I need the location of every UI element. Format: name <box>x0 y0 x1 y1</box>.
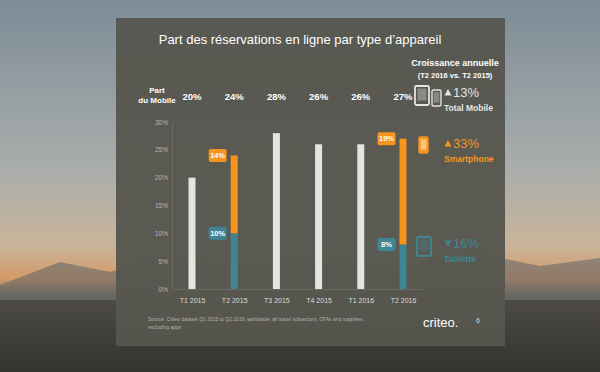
bar <box>189 178 196 289</box>
x-axis: T1 2015 T2 2015 T3 2015 T4 2015 T1 2016 T2 20… <box>173 289 424 304</box>
growth-arrow <box>445 241 452 248</box>
logo: criteo. <box>423 315 458 330</box>
y-axis-line <box>172 123 173 290</box>
data-label-box <box>377 132 395 145</box>
y-tick-label: 25% <box>155 146 168 153</box>
legend-icon <box>417 237 431 256</box>
footer: Source: Criteo dataset Q1 2015 to Q2 201… <box>148 315 480 330</box>
title: Part des réservations en ligne par type … <box>159 32 442 47</box>
growth-arrow <box>445 89 452 96</box>
source: excluding apps <box>148 324 182 330</box>
x-tick: T4 2015 <box>306 289 332 304</box>
mobile-share-value: 20% <box>182 91 202 102</box>
chart-svg: Part des réservations en ligne par type … <box>0 0 600 372</box>
bar <box>399 244 406 289</box>
data-label-box <box>209 227 227 240</box>
data-label: 19% <box>379 134 394 143</box>
x-tick: T2 2016 <box>391 289 417 304</box>
data-label-box <box>209 149 227 162</box>
x-tick-label: T1 2015 <box>180 297 206 304</box>
x-tick: T2 2015 <box>222 289 248 304</box>
growth-label: 33% <box>453 136 479 151</box>
x-tick: T3 2015 <box>264 289 290 304</box>
x-tick-label: T3 2015 <box>264 297 290 304</box>
background <box>0 0 600 372</box>
data-label: 10% <box>210 229 225 238</box>
icon-phone-screen <box>421 139 427 150</box>
mobile-share-value: 26% <box>351 91 371 102</box>
data-labels: 10% 8% 14% 19% <box>209 132 396 251</box>
y-tick: 15% <box>155 202 172 209</box>
mobile-share-value: 28% <box>267 91 287 102</box>
y-tick: 25% <box>155 146 172 153</box>
x-tick-label: T1 2016 <box>348 297 374 304</box>
chart-root: Part des réservations en ligne par type … <box>0 0 600 372</box>
x-tick-label: T4 2015 <box>306 297 332 304</box>
bars <box>189 133 407 289</box>
bar <box>357 144 364 289</box>
y-axis: 0% 5% 10% 15% 20% 25% 30% <box>155 119 173 293</box>
y-tick: 5% <box>159 258 172 265</box>
data-label-box <box>377 238 395 251</box>
mobile-share-label-line: du Mobile <box>138 96 176 105</box>
y-tick-label: 0% <box>159 286 169 293</box>
legend-icon <box>419 137 428 153</box>
y-tick: 30% <box>155 119 172 126</box>
icon-tablet-screen <box>418 89 427 101</box>
legend: Croissance annuelle (T2 2016 vs. T2 2015)… <box>411 58 499 264</box>
mobile-share-value: 27% <box>393 91 413 102</box>
bar <box>315 144 322 289</box>
x-tick: T1 2016 <box>348 289 374 304</box>
y-tick-label: 20% <box>155 174 168 181</box>
icon-tablet <box>415 86 429 105</box>
bar <box>399 139 406 245</box>
legend-label: Tablette <box>444 254 476 264</box>
legend-title: (T2 2016 vs. T2 2015) <box>418 71 493 80</box>
mobile-share-label-line: Part <box>149 86 165 95</box>
legend-title: Croissance annuelle <box>411 58 499 68</box>
x-tick: T1 2015 <box>180 289 206 304</box>
legend-icon <box>415 86 441 106</box>
icon-tablet-screen <box>420 240 429 252</box>
y-tick-label: 5% <box>159 258 169 265</box>
growth-arrow <box>445 140 452 147</box>
y-tick: 20% <box>155 174 172 181</box>
growth-label: 16% <box>453 236 479 251</box>
x-tick-label: T2 2015 <box>222 297 248 304</box>
x-tick-label: T2 2016 <box>391 297 417 304</box>
source: Source: Criteo dataset Q1 2015 to Q2 201… <box>148 316 364 322</box>
data-label: 8% <box>381 240 392 249</box>
mobile-share-value: 24% <box>225 91 245 102</box>
icon-tablet <box>417 237 431 256</box>
data-label: 14% <box>210 151 225 160</box>
icon-phone <box>432 90 441 106</box>
x-axis-line <box>173 289 424 290</box>
y-tick-label: 30% <box>155 119 168 126</box>
bar <box>231 233 238 289</box>
bar <box>231 155 238 233</box>
growth-label: 13% <box>453 85 479 100</box>
bar <box>273 133 280 289</box>
icon-phone <box>419 137 428 153</box>
y-tick-label: 10% <box>155 230 168 237</box>
legend-label: Total Mobile <box>444 103 493 113</box>
panel <box>116 18 505 346</box>
legend-label: Smartphone <box>444 154 494 164</box>
y-tick-label: 15% <box>155 202 168 209</box>
page-number: 6 <box>476 317 480 324</box>
mobile-share-label: Partdu Mobile <box>138 86 176 105</box>
y-tick: 0% <box>159 286 172 293</box>
mobile-share: Partdu Mobile 20% 24% 28% 26% 26% 27% <box>138 86 413 105</box>
mobile-share-value: 26% <box>309 91 329 102</box>
icon-phone-screen <box>434 92 440 103</box>
y-tick: 10% <box>155 230 172 237</box>
